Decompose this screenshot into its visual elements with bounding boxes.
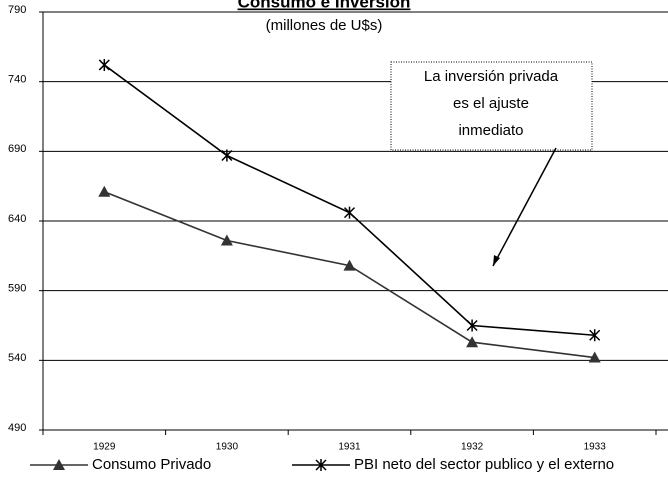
legend-marker [53,459,65,470]
y-tick-label: 590 [8,283,26,295]
chart-subtitle: (millones de U$s) [266,17,383,34]
marker [466,319,478,332]
y-tick-label: 740 [8,74,26,86]
marker [98,58,110,71]
marker [466,336,479,348]
marker [98,185,111,197]
y-tick-label: 790 [8,4,26,16]
x-tick-label: 1932 [461,442,484,453]
legend-label: PBI neto del sector publico y el externo [354,456,614,473]
plot-area: 490 540 590 640 690 740 790 1929 1930 1931 1932 193… [8,4,668,473]
y-tick-label: 490 [8,422,26,434]
marker [343,206,356,219]
arrow-head [493,255,500,266]
x-tick-label: 1929 [93,442,116,453]
y-tick-label: 640 [8,213,26,225]
legend-marker [315,459,327,471]
marker [589,329,601,342]
x-tick-label: 1933 [584,442,607,453]
annotation-text: La inversión privada [424,68,559,85]
chart-title: Consumo e Inversión [238,0,411,11]
y-tick-label: 690 [8,143,26,155]
y-tick-label: 540 [8,352,26,364]
annotation-text: es el ajuste [453,95,529,112]
marker [588,351,601,363]
legend-label: Consumo Privado [92,456,211,473]
annotation-arrow [492,147,557,267]
marker [221,149,233,162]
x-tick-label: 1930 [216,442,239,453]
x-tick-label: 1931 [338,442,361,453]
annotation-box [390,61,593,151]
marker [220,234,233,246]
marker [343,259,356,271]
annotation-text: inmediato [458,122,523,139]
